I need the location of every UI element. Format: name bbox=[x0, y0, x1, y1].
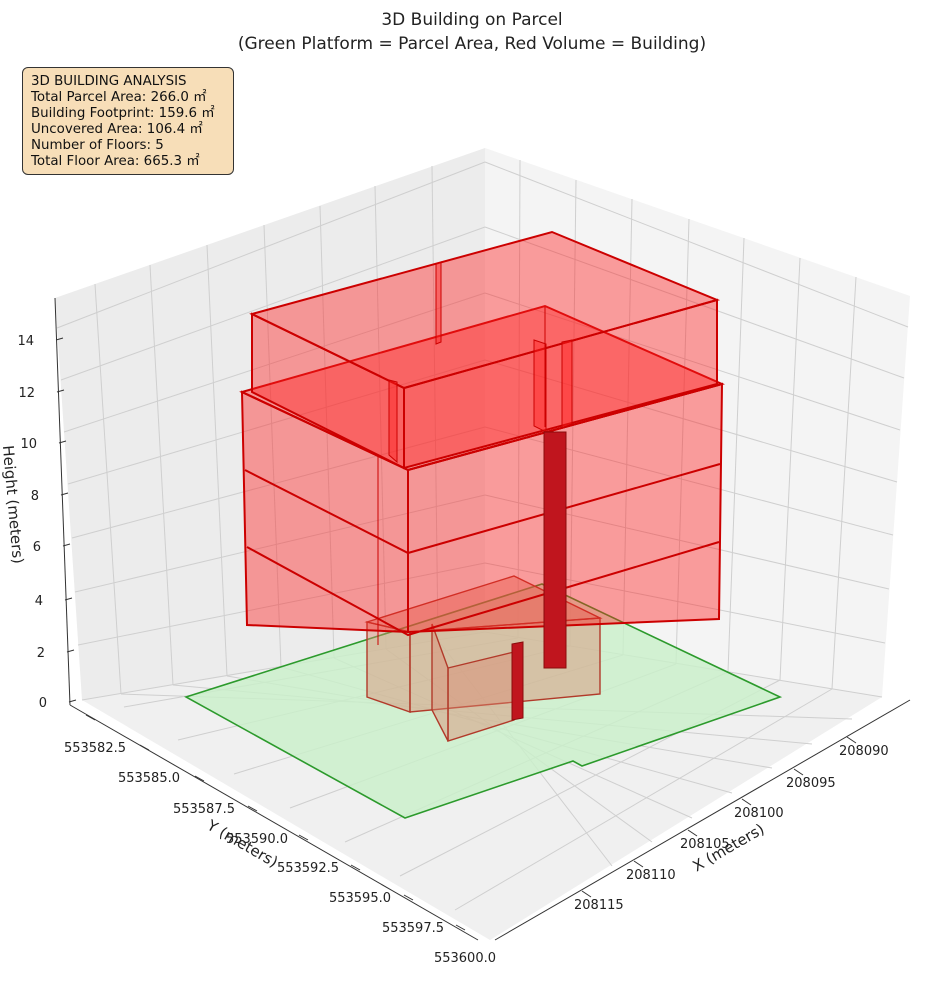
y-tick-mark bbox=[298, 834, 309, 841]
z-tick-mark bbox=[55, 337, 64, 341]
y-tick-label: 553597.5 bbox=[382, 921, 444, 936]
x-tick-mark bbox=[687, 829, 698, 837]
y-tick-mark bbox=[247, 805, 258, 812]
y-tick-label: 553582.5 bbox=[64, 741, 126, 756]
z-tick-mark bbox=[60, 492, 69, 496]
floor-line-3 bbox=[241, 383, 723, 472]
x-tick-mark bbox=[793, 768, 804, 776]
z-axis-ticks: 0 2 4 6 8 10 12 14 bbox=[17, 334, 77, 711]
z-tick-mark bbox=[56, 389, 65, 393]
parcel-platform bbox=[183, 583, 783, 819]
x-tick-mark bbox=[846, 736, 857, 744]
upper-volume-top-face bbox=[249, 230, 721, 390]
z-tick-label: 4 bbox=[35, 594, 43, 609]
z-tick-label: 6 bbox=[33, 540, 41, 555]
x-tick-label: 208110 bbox=[626, 868, 676, 883]
y-tick-mark bbox=[194, 775, 205, 782]
z-tick-label: 10 bbox=[20, 437, 37, 452]
x-tick-mark bbox=[581, 890, 592, 898]
inner-column-right bbox=[561, 339, 573, 429]
z-tick-mark bbox=[62, 543, 71, 547]
x-tick-label: 208100 bbox=[734, 806, 784, 821]
y-tick-mark bbox=[350, 864, 361, 871]
inner-column-center bbox=[533, 339, 547, 433]
chart-title-line-1: 3D Building on Parcel bbox=[381, 10, 562, 30]
floor-line-2 bbox=[244, 463, 721, 555]
z-axis-label: Height (meters) bbox=[0, 445, 27, 565]
low-volume-side-face bbox=[431, 623, 449, 742]
x-tick-label: 208090 bbox=[839, 744, 889, 759]
x-tick-mark bbox=[741, 798, 752, 806]
inner-column-left bbox=[388, 379, 398, 464]
low-volume-left-face bbox=[366, 621, 411, 713]
z-tick-label: 0 bbox=[39, 696, 47, 711]
analysis-parcel-area: Total Parcel Area: 266.0 ㎡ bbox=[31, 90, 207, 105]
analysis-floor-count: Number of Floors: 5 bbox=[31, 138, 164, 153]
z-tick-mark bbox=[68, 699, 77, 703]
analysis-total-floor-area: Total Floor Area: 665.3 ㎡ bbox=[31, 154, 200, 169]
y-tick-label: 553592.5 bbox=[277, 861, 339, 876]
y-tick-label: 553595.0 bbox=[329, 891, 391, 906]
z-tick-mark bbox=[66, 649, 75, 653]
z-axis-line bbox=[54, 297, 71, 706]
z-tick-label: 8 bbox=[31, 489, 39, 504]
chart-title-line-2: (Green Platform = Parcel Area, Red Volum… bbox=[238, 34, 706, 54]
floor-line-1 bbox=[246, 541, 720, 637]
analysis-footprint: Building Footprint: 159.6 ㎡ bbox=[31, 106, 215, 121]
z-tick-mark bbox=[64, 597, 73, 601]
x-tick-label: 208105 bbox=[680, 837, 730, 852]
y-tick-label: 553587.5 bbox=[173, 802, 235, 817]
y-tick-mark bbox=[139, 744, 150, 751]
y-axis-line bbox=[69, 704, 479, 941]
core-pillar-tall bbox=[543, 431, 567, 669]
y-axis-ticks: 553582.5 553585.0 553587.5 553590.0 553592.5… bbox=[64, 714, 496, 966]
z-tick-mark bbox=[58, 440, 67, 444]
z-tick-label: 12 bbox=[18, 386, 35, 401]
analysis-uncovered-area: Uncovered Area: 106.4 ㎡ bbox=[31, 122, 203, 137]
x-axis-line bbox=[494, 699, 911, 941]
y-tick-label: 553600.0 bbox=[434, 951, 496, 966]
y-tick-mark bbox=[455, 924, 466, 931]
axis-lines bbox=[54, 297, 911, 941]
x-tick-label: 208095 bbox=[786, 776, 836, 791]
building-analysis-box: 3D BUILDING ANALYSIS Total Parcel Area: … bbox=[22, 67, 234, 175]
y-tick-mark bbox=[85, 714, 96, 721]
upper-volume-notch bbox=[435, 261, 442, 345]
y-tick-label: 553585.0 bbox=[118, 771, 180, 786]
y-tick-label: 553590.0 bbox=[226, 832, 288, 847]
z-tick-label: 2 bbox=[37, 646, 45, 661]
core-pillar-short bbox=[511, 641, 524, 721]
analysis-heading: 3D BUILDING ANALYSIS bbox=[31, 74, 187, 89]
x-tick-mark bbox=[633, 860, 644, 868]
z-tick-label: 14 bbox=[17, 334, 34, 349]
y-tick-mark bbox=[403, 894, 414, 901]
x-tick-label: 208115 bbox=[574, 898, 624, 913]
